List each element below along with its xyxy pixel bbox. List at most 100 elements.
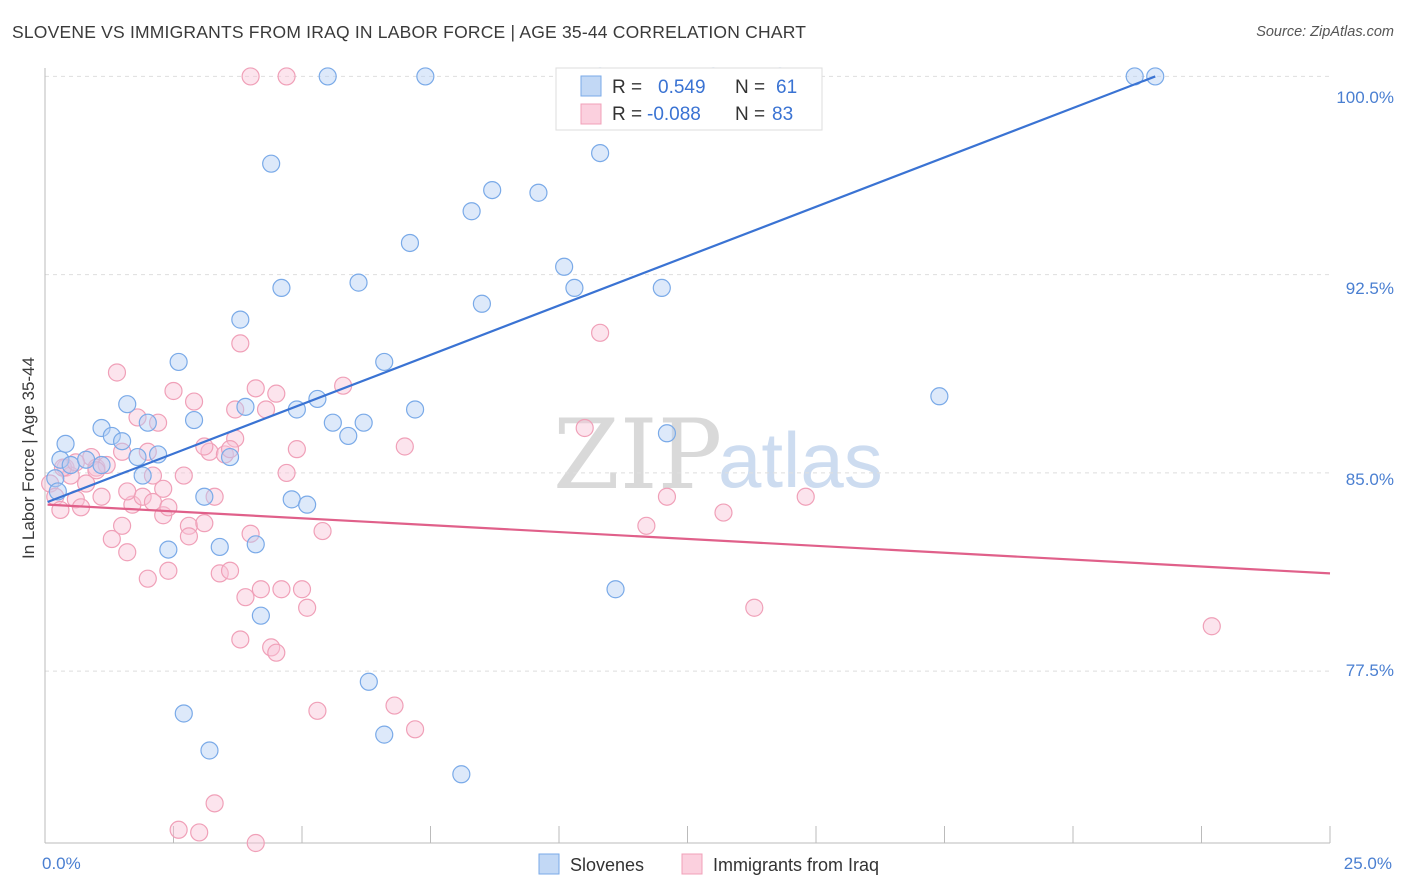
iraq-point [236, 588, 255, 607]
slovenes-point [555, 257, 574, 276]
iraq-point [637, 516, 656, 535]
iraq-point [179, 516, 199, 535]
slovenes-point [323, 413, 342, 432]
slovenes-point [231, 310, 250, 329]
legend-r-label: R = [612, 77, 642, 98]
slovenes-point [405, 400, 425, 419]
slovenes-point [210, 537, 229, 557]
iraq-point [102, 529, 121, 549]
slovenes-point [359, 672, 378, 691]
slovenes-point [354, 413, 373, 432]
slovenes-point [200, 741, 219, 760]
iraq-point [143, 466, 163, 485]
iraq-point [231, 630, 250, 649]
iraq-point [714, 503, 733, 522]
slovenes-point [220, 447, 240, 467]
slovenes-point [159, 540, 178, 559]
legend-r-label: R = [612, 104, 642, 125]
slovenes-point [657, 424, 677, 443]
y-axis-label: In Labor Force | Age 35-44 [19, 357, 38, 559]
iraq-point [405, 720, 425, 739]
legend-r-value: -0.088 [647, 104, 701, 125]
iraq-point [292, 580, 312, 599]
iraq-point [277, 67, 296, 86]
iraq-point [118, 543, 137, 562]
chart-title: SLOVENE VS IMMIGRANTS FROM IRAQ IN LABOR… [12, 22, 807, 42]
correlation-legend: R = 0.549 N = 61 R = -0.088 N = 83 [555, 67, 823, 131]
slovenes-point [452, 765, 471, 784]
iraq-point [226, 400, 245, 419]
slovenes-point [472, 294, 491, 313]
iraq-point [66, 453, 85, 472]
slovenes-point [46, 469, 65, 488]
x-tick-label: 0.0% [42, 854, 81, 873]
slovenes-point [174, 704, 193, 723]
y-tick-label: 100.0% [1336, 88, 1394, 107]
iraq-point [179, 527, 199, 546]
iraq-point [298, 598, 317, 617]
x-tick-label: 25.0% [1344, 854, 1392, 873]
iraq-point [169, 820, 188, 839]
legend-n-label: N = [735, 77, 765, 98]
slovenes-point [339, 426, 358, 446]
iraq-point [241, 67, 260, 86]
slovenes-point [282, 490, 301, 509]
legend-swatch-iraq [580, 103, 602, 125]
source-credit: Source: ZipAtlas.com [1256, 24, 1394, 40]
slovenes-point [118, 395, 137, 414]
slovenes-point [112, 432, 132, 451]
slovenes-point [169, 352, 188, 372]
trend-lines [47, 75, 1331, 575]
slovenes-point [591, 143, 610, 163]
slovenes-point [246, 535, 265, 554]
legend-n-label: N = [735, 104, 765, 125]
watermark-atlas: atlas [718, 416, 883, 504]
iraq-point [159, 561, 178, 580]
iraq-point [215, 445, 234, 464]
iraq-point [657, 487, 677, 506]
y-tick-label: 92.5% [1346, 279, 1394, 298]
iraq-point [1202, 617, 1221, 636]
iraq-point [241, 524, 260, 543]
iraq-point [148, 413, 168, 432]
slovenes-point [375, 352, 394, 372]
axes [44, 68, 1331, 844]
iraq-point [154, 479, 173, 498]
iraq-point [272, 580, 291, 599]
iraq-point [796, 487, 815, 506]
slovenes-point [462, 202, 481, 221]
legend-label-slovenes: Slovenes [570, 855, 644, 875]
slovenes-point [92, 455, 111, 475]
iraq-point [745, 598, 764, 617]
legend-swatch-iraq [681, 853, 703, 875]
iraq-point [287, 440, 306, 459]
iraq-point [184, 392, 204, 411]
iraq-point [308, 701, 327, 720]
slovenes-point [102, 426, 121, 446]
legend-swatch-slovenes [580, 75, 602, 97]
legend-r-value: 0.549 [658, 77, 706, 98]
iraq-point [190, 823, 209, 842]
iraq-point [92, 487, 111, 506]
slovenes-point [416, 67, 435, 86]
slovenes-point [652, 278, 671, 297]
iraq-point [164, 381, 183, 401]
trend-line-slovenes [47, 75, 1156, 504]
iraq-point [246, 833, 265, 853]
slovenes-point [606, 580, 625, 599]
slovenes-point [272, 278, 291, 297]
iraq-point [112, 516, 132, 535]
slovenes-point [375, 725, 394, 744]
iraq-point [262, 638, 281, 657]
iraq-point [138, 442, 157, 461]
iraq-point [107, 363, 127, 382]
series-legend: Slovenes Immigrants from Iraq [538, 853, 879, 875]
slovenes-point [56, 434, 75, 453]
trend-line-iraq [47, 503, 1331, 575]
iraq-point [205, 487, 224, 506]
iraq-point [251, 580, 270, 599]
iraq-point [205, 794, 224, 813]
iraq-point [277, 463, 296, 483]
legend-n-value: 83 [772, 104, 793, 125]
slovenes-point [61, 455, 80, 475]
